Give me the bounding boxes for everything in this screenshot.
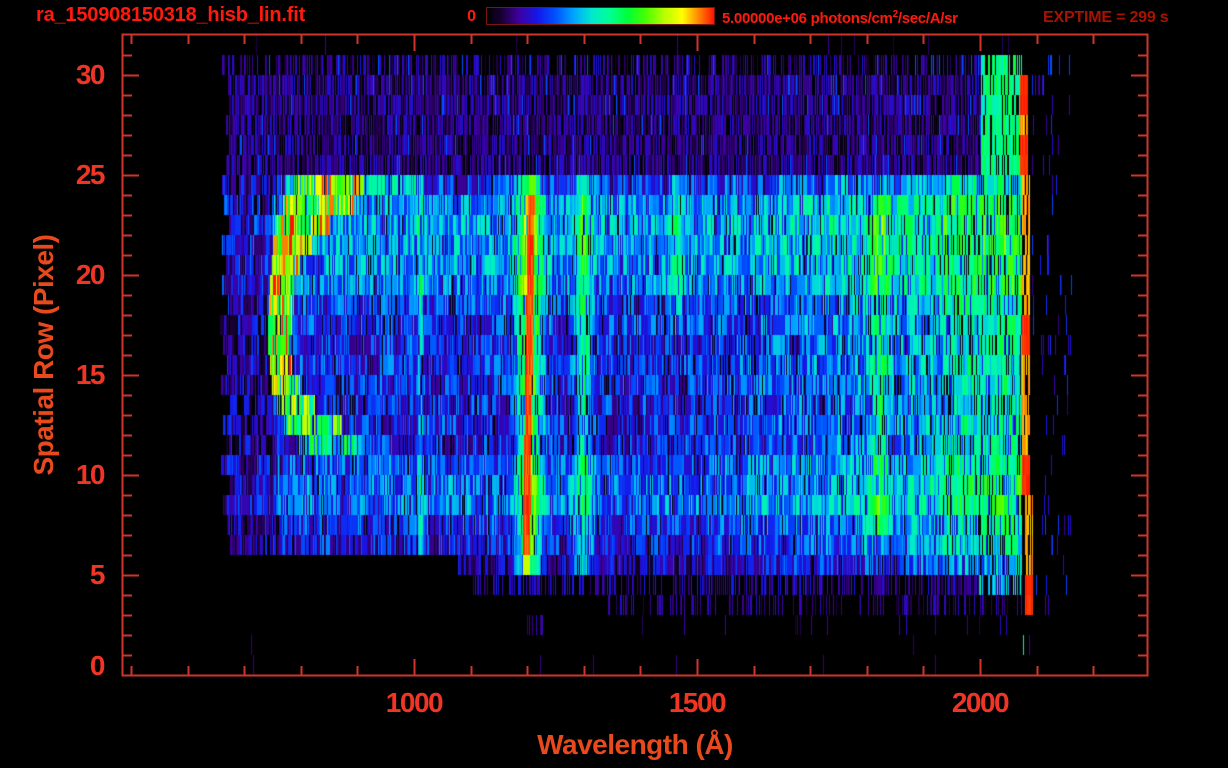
y-tick-label: 15 xyxy=(75,359,106,390)
colorbar-gradient xyxy=(486,7,715,25)
x-tick-label: 1500 xyxy=(668,687,727,718)
colorbar-max-prefix: 5.00000e+06 photons/cm xyxy=(722,10,893,27)
exposure-time-label: EXPTIME = 299 s xyxy=(1043,9,1169,26)
y-tick-label: 25 xyxy=(75,159,106,190)
y-tick-label: 20 xyxy=(75,259,106,290)
x-tick-label: 1000 xyxy=(385,687,444,718)
file-title: ra_150908150318_hisb_lin.fit xyxy=(36,4,306,26)
y-tick-label: 10 xyxy=(75,459,106,490)
x-tick-label: 2000 xyxy=(951,687,1010,718)
colorbar-min-label: 0 xyxy=(467,8,476,25)
spectrum-heatmap xyxy=(123,35,1147,675)
y-tick-label: 5 xyxy=(89,559,106,590)
y-tick-label: 0 xyxy=(89,650,106,681)
x-axis-title: Wavelength (Å) xyxy=(537,729,733,760)
colorbar-max-suffix: /sec/A/sr xyxy=(897,10,958,27)
y-tick-label: 30 xyxy=(75,59,106,90)
y-axis-title: Spatial Row (Pixel) xyxy=(28,234,59,476)
colorbar-max-label: 5.00000e+06 photons/cm2/sec/A/sr xyxy=(722,9,958,27)
colorbar-max-superscript: 2 xyxy=(892,9,899,20)
